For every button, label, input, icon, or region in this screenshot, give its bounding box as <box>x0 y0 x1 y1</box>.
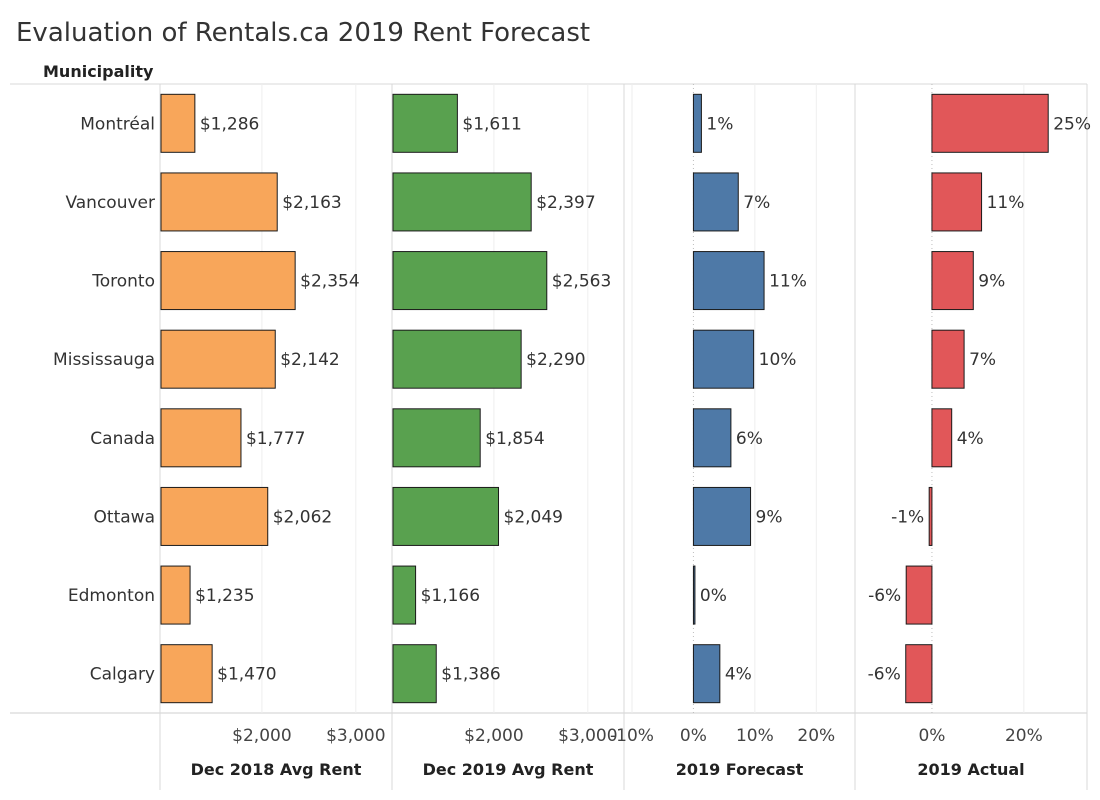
data-label-2019-actual-mississauga: 7% <box>969 350 996 370</box>
bar-2019-forecast-canada <box>692 408 732 468</box>
data-label-dec-2019-avg-rent-calgary: $1,386 <box>441 665 500 685</box>
bar-dec-2018-avg-rent-canada <box>160 408 242 468</box>
data-label-2019-forecast-vancouver: 7% <box>743 193 770 213</box>
data-label-dec-2019-avg-rent-montreal: $1,611 <box>462 114 521 134</box>
tick-label-dec-2018-avg-rent: $3,000 <box>326 726 385 746</box>
data-label-2019-forecast-mississauga: 10% <box>759 350 797 370</box>
axis-title-dec-2018-avg-rent: Dec 2018 Avg Rent <box>191 760 362 779</box>
data-label-2019-actual-vancouver: 11% <box>987 193 1025 213</box>
data-label-2019-actual-montreal: 25% <box>1053 114 1091 134</box>
bar-2019-actual-mississauga <box>931 329 965 389</box>
data-label-dec-2018-avg-rent-mississauga: $2,142 <box>280 350 339 370</box>
data-label-2019-forecast-toronto: 11% <box>769 272 807 292</box>
chart-title: Evaluation of Rentals.ca 2019 Rent Forec… <box>16 18 591 48</box>
bar-2019-forecast-vancouver <box>692 172 739 232</box>
data-label-dec-2018-avg-rent-toronto: $2,354 <box>300 272 359 292</box>
bar-dec-2018-avg-rent-vancouver <box>160 172 278 232</box>
data-label-dec-2019-avg-rent-ottawa: $2,049 <box>504 507 563 527</box>
bar-dec-2018-avg-rent-edmonton <box>160 565 191 625</box>
category-label-vancouver: Vancouver <box>65 193 155 213</box>
bar-2019-forecast-mississauga <box>692 329 755 389</box>
bar-2019-actual-vancouver <box>931 172 983 232</box>
bar-dec-2019-avg-rent-calgary <box>392 644 437 704</box>
data-label-dec-2019-avg-rent-canada: $1,854 <box>485 429 544 449</box>
data-label-dec-2018-avg-rent-vancouver: $2,163 <box>282 193 341 213</box>
bar-2019-forecast-ottawa <box>692 486 752 546</box>
bar-2019-actual-montreal <box>931 93 1049 153</box>
bar-dec-2018-avg-rent-toronto <box>160 251 296 311</box>
bar-2019-actual-calgary <box>905 644 933 704</box>
bar-dec-2019-avg-rent-canada <box>392 408 481 468</box>
data-label-dec-2018-avg-rent-ottawa: $2,062 <box>273 507 332 527</box>
tick-label-2019-forecast: 0% <box>680 726 707 746</box>
data-label-dec-2018-avg-rent-edmonton: $1,235 <box>195 586 254 606</box>
data-label-2019-forecast-ottawa: 9% <box>756 507 783 527</box>
data-label-dec-2018-avg-rent-calgary: $1,470 <box>217 665 276 685</box>
axis-title-dec-2019-avg-rent: Dec 2019 Avg Rent <box>423 760 594 779</box>
category-label-edmonton: Edmonton <box>68 586 155 606</box>
tick-label-2019-actual: 0% <box>918 726 945 746</box>
data-label-dec-2019-avg-rent-edmonton: $1,166 <box>421 586 480 606</box>
data-label-dec-2019-avg-rent-mississauga: $2,290 <box>526 350 585 370</box>
bar-dec-2018-avg-rent-montreal <box>160 93 196 153</box>
category-label-ottawa: Ottawa <box>94 507 155 527</box>
data-label-2019-forecast-canada: 6% <box>736 429 763 449</box>
data-label-dec-2019-avg-rent-toronto: $2,563 <box>552 272 611 292</box>
axis-title-2019-actual: 2019 Actual <box>917 760 1024 779</box>
bar-2019-forecast-calgary <box>692 644 721 704</box>
tick-label-dec-2018-avg-rent: $2,000 <box>232 726 291 746</box>
data-label-2019-forecast-montreal: 1% <box>706 114 733 134</box>
bar-dec-2019-avg-rent-edmonton <box>392 565 417 625</box>
data-label-2019-actual-canada: 4% <box>957 429 984 449</box>
tick-label-dec-2019-avg-rent: $3,000 <box>558 726 617 746</box>
tick-label-2019-actual: 20% <box>1005 726 1043 746</box>
bar-dec-2018-avg-rent-mississauga <box>160 329 276 389</box>
data-label-2019-actual-edmonton: -6% <box>868 586 901 606</box>
data-label-2019-forecast-calgary: 4% <box>725 665 752 685</box>
bar-dec-2019-avg-rent-montreal <box>392 93 458 153</box>
bar-2019-actual-canada <box>931 408 953 468</box>
bar-dec-2019-avg-rent-toronto <box>392 251 548 311</box>
category-label-mississauga: Mississauga <box>53 350 155 370</box>
data-label-2019-actual-ottawa: -1% <box>891 507 924 527</box>
bar-dec-2019-avg-rent-vancouver <box>392 172 532 232</box>
tick-label-2019-forecast: -10% <box>610 726 654 746</box>
category-label-montreal: Montréal <box>80 114 155 134</box>
data-label-dec-2018-avg-rent-canada: $1,777 <box>246 429 305 449</box>
data-label-dec-2018-avg-rent-montreal: $1,286 <box>200 114 259 134</box>
data-label-2019-actual-toronto: 9% <box>978 272 1005 292</box>
data-label-dec-2019-avg-rent-vancouver: $2,397 <box>536 193 595 213</box>
tick-label-dec-2019-avg-rent: $2,000 <box>464 726 523 746</box>
bar-dec-2018-avg-rent-ottawa <box>160 486 269 546</box>
category-label-toronto: Toronto <box>91 272 155 292</box>
axis-title-2019-forecast: 2019 Forecast <box>676 760 804 779</box>
data-label-2019-actual-calgary: -6% <box>868 665 901 685</box>
bar-2019-actual-toronto <box>931 251 974 311</box>
tick-label-2019-forecast: 10% <box>736 726 774 746</box>
bar-2019-forecast-montreal <box>692 93 702 153</box>
bar-2019-forecast-edmonton <box>692 565 696 625</box>
bar-dec-2018-avg-rent-calgary <box>160 644 213 704</box>
bar-dec-2019-avg-rent-ottawa <box>392 486 500 546</box>
bar-dec-2019-avg-rent-mississauga <box>392 329 522 389</box>
bar-2019-forecast-toronto <box>692 251 765 311</box>
tick-label-2019-forecast: 20% <box>797 726 835 746</box>
data-label-2019-forecast-edmonton: 0% <box>700 586 727 606</box>
category-label-canada: Canada <box>90 429 155 449</box>
category-label-calgary: Calgary <box>90 665 155 685</box>
bar-2019-actual-ottawa <box>928 486 933 546</box>
bar-2019-actual-edmonton <box>905 565 933 625</box>
row-header: Municipality <box>43 62 154 81</box>
